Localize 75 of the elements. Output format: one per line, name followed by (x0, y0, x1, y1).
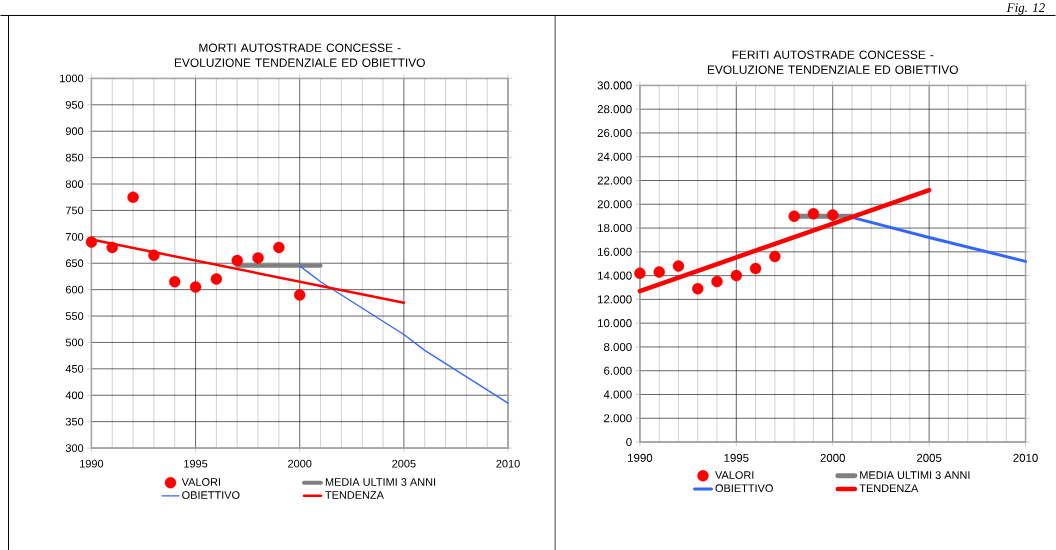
y-tick-label: 750 (65, 206, 84, 215)
y-tick-label: 16.000 (598, 247, 632, 256)
point (148, 249, 160, 261)
x-tick-label: 1995 (184, 459, 208, 468)
line-series (299, 265, 509, 404)
point (749, 262, 762, 274)
y-tick-label: 650 (65, 259, 84, 267)
x-tick-label: 2000 (288, 459, 312, 468)
y-tick-label: 8.000 (603, 342, 632, 351)
y-tick-label: 350 (65, 417, 84, 426)
chart-title: FERITI AUTOSTRADE CONCESSE - EVOLUZIONE TENDENZIALE ED OBIETTIVO (707, 50, 958, 74)
y-tick-label: 30.000 (597, 81, 632, 90)
y-tick-label: 2.000 (604, 414, 632, 423)
point (106, 241, 118, 253)
chart-title: MORTI AUTOSTRADE CONCESSE - EVOLUZIONE TENDENZIALE ED OBIETTIVO (174, 43, 425, 67)
y-tick-label: 800 (65, 179, 84, 188)
y-tick-label: 28.000 (597, 104, 632, 113)
point (788, 210, 800, 222)
x-tick-label: 2010 (1013, 453, 1038, 462)
y-tick-label: 22.000 (597, 176, 632, 185)
x-tick-label: 1990 (80, 459, 104, 468)
legend-label: OBIETTIVO (182, 491, 240, 499)
point (653, 266, 665, 278)
point (827, 209, 839, 221)
legend-label: TENDENZA (859, 484, 919, 492)
point (231, 254, 243, 267)
y-tick-label: 6.000 (604, 366, 632, 375)
y-tick-label: 850 (65, 153, 84, 162)
point (692, 282, 704, 295)
y-tick-label: 900 (65, 127, 84, 135)
y-tick-label: 1000 (60, 74, 84, 83)
point (273, 241, 285, 253)
point (294, 289, 306, 301)
point (634, 267, 646, 279)
y-tick-label: 20.000 (597, 200, 632, 209)
point (252, 252, 264, 264)
y-tick-label: 0 (626, 437, 632, 446)
caption: Fig. 12 (1006, 3, 1045, 15)
point (769, 250, 781, 263)
x-tick-label: 1990 (628, 453, 653, 462)
legend-label: TENDENZA (325, 491, 384, 499)
y-tick-label: 10.000 (598, 318, 632, 327)
y-tick-label: 18.000 (598, 223, 632, 232)
y-tick-label: 26.000 (597, 128, 632, 137)
x-tick-label: 2005 (392, 459, 416, 468)
x-tick-label: 2010 (496, 459, 520, 468)
y-tick-label: 14.000 (598, 271, 632, 280)
point (210, 273, 223, 285)
point (85, 236, 98, 248)
y-tick-label: 600 (65, 285, 84, 294)
y-tick-label: 550 (65, 311, 84, 320)
legend-label: VALORI (181, 477, 220, 486)
point (169, 275, 181, 288)
y-tick-label: 500 (65, 338, 84, 347)
legend-label: MEDIA ULTIMI 3 ANNI (325, 477, 436, 486)
legend-label: MEDIA ULTIMI 3 ANNI (860, 471, 970, 479)
point (672, 260, 685, 272)
y-tick-label: 450 (65, 364, 84, 373)
legend-label: OBIETTIVO (715, 484, 773, 492)
y-tick-label: 4.000 (603, 390, 632, 399)
y-tick-label: 400 (65, 391, 84, 399)
y-tick-label: 950 (65, 100, 84, 109)
point (730, 269, 742, 282)
x-tick-label: 1995 (724, 453, 749, 462)
y-tick-label: 700 (65, 232, 84, 241)
x-tick-label: 2000 (820, 453, 845, 462)
point (189, 281, 202, 293)
point (127, 191, 139, 203)
y-tick-label: 300 (65, 443, 84, 452)
y-tick-label: 12.000 (598, 295, 632, 304)
x-tick-label: 2005 (916, 453, 942, 462)
legend-label: VALORI (715, 471, 754, 479)
y-tick-label: 24.000 (597, 152, 632, 161)
point (711, 275, 723, 288)
point (807, 207, 820, 220)
